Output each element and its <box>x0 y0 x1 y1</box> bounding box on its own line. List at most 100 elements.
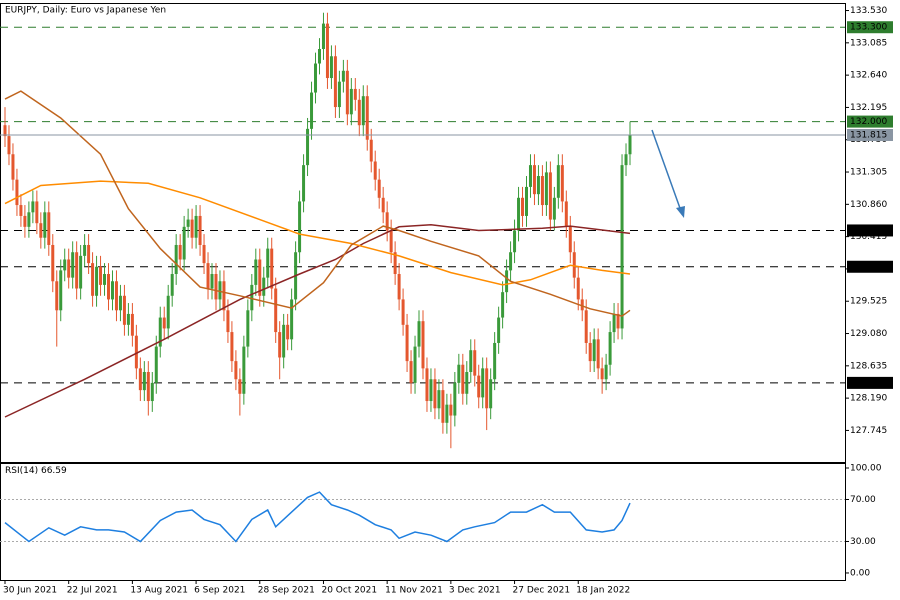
candle-body <box>433 379 437 409</box>
candle-body <box>568 226 572 253</box>
candle-body <box>596 339 600 369</box>
candle-body <box>158 317 162 347</box>
candle-body <box>349 88 353 115</box>
candle-body <box>51 244 55 282</box>
candle-body <box>246 310 250 347</box>
candle-body <box>59 270 63 311</box>
candle-body <box>138 368 142 391</box>
candle-body <box>405 324 409 362</box>
y-tick-label: 132.195 <box>850 103 887 113</box>
candle-body <box>517 197 521 231</box>
candle-body <box>493 342 497 380</box>
candle-body <box>306 128 310 166</box>
candle-body <box>373 161 377 180</box>
candle-body <box>612 313 616 333</box>
candle-body <box>314 63 318 93</box>
candle-body <box>99 266 103 285</box>
candle-body <box>401 299 405 325</box>
candle-body <box>198 215 202 245</box>
candle-body <box>122 295 126 325</box>
y-tick-label: 129.525 <box>850 297 887 307</box>
candle-body <box>206 263 210 289</box>
y-tick-label: 127.745 <box>850 426 887 436</box>
level-label-box <box>847 376 893 389</box>
y-tick-label: 132.640 <box>850 71 887 81</box>
candle-body <box>114 281 118 311</box>
candle-body <box>421 321 425 369</box>
x-tick-label: 28 Sep 2021 <box>258 586 315 596</box>
arrow-head <box>676 206 685 218</box>
candle-body <box>624 154 628 166</box>
rsi-line <box>4 491 631 543</box>
candle-body <box>230 332 234 362</box>
candle-body <box>262 277 266 296</box>
candle-body <box>560 165 564 202</box>
level-label: 130.000 <box>850 262 887 272</box>
rsi-title: RSI(14) 66.59 <box>5 466 67 476</box>
candle-body <box>91 263 95 296</box>
candle-body <box>19 205 23 216</box>
candle-body <box>170 274 174 296</box>
candle-body <box>489 379 493 409</box>
level-label-box <box>847 115 893 128</box>
candle-body <box>63 259 67 271</box>
candle-body <box>524 186 528 216</box>
candle-body <box>329 56 333 79</box>
candle-body <box>194 215 198 238</box>
candle-body <box>341 70 345 82</box>
x-tick-label: 27 Dec 2021 <box>513 586 571 596</box>
candle-body <box>385 212 389 231</box>
candle-body <box>67 259 71 278</box>
candle-body <box>353 88 357 100</box>
candle-body <box>576 277 580 300</box>
candle-body <box>564 201 568 227</box>
rsi-tick-label: 0.00 <box>850 568 870 578</box>
candle-body <box>95 266 99 296</box>
candle-body <box>278 332 282 358</box>
candle-body <box>381 197 385 213</box>
candle-body <box>465 371 469 394</box>
candle-body <box>604 364 608 380</box>
moving-average <box>4 223 631 418</box>
candle-body <box>365 96 369 140</box>
candle-body <box>552 197 556 220</box>
candle-body <box>584 310 588 343</box>
arrow-shaft <box>651 129 682 212</box>
last-price-label: 131.815 <box>850 131 887 141</box>
candle-body <box>79 255 83 289</box>
y-tick-label: 128.635 <box>850 361 887 371</box>
forecast-arrow <box>651 129 685 218</box>
level-label: 133.300 <box>850 23 887 33</box>
moving-average <box>4 180 631 286</box>
x-tick-label: 20 Oct 2021 <box>321 586 377 596</box>
candle-body <box>445 404 449 423</box>
candle-body <box>580 299 584 311</box>
candle-body <box>556 165 560 198</box>
candle-body <box>130 313 134 336</box>
candle-body <box>532 165 536 195</box>
candle-body <box>39 223 43 238</box>
candle-body <box>628 135 632 155</box>
candle-body <box>162 317 166 329</box>
candle-body <box>357 99 361 126</box>
candle-body <box>266 248 270 278</box>
candle-body <box>298 201 302 253</box>
candle-body <box>11 154 15 180</box>
candle-body <box>473 350 477 376</box>
candle-body <box>103 274 107 285</box>
candle-body <box>325 23 329 79</box>
candle-body <box>242 346 246 394</box>
candle-body <box>572 252 576 278</box>
y-tick-label: 131.305 <box>850 168 887 178</box>
candle-body <box>389 230 393 253</box>
candle-body <box>202 244 206 264</box>
candle-body <box>238 379 242 394</box>
candle-body <box>397 274 401 300</box>
candle-body <box>87 244 91 264</box>
level-label: 128.400 <box>850 378 887 388</box>
candle-body <box>497 317 501 343</box>
candle-body <box>441 390 445 423</box>
candle-body <box>218 281 222 300</box>
candle-body <box>222 281 226 311</box>
